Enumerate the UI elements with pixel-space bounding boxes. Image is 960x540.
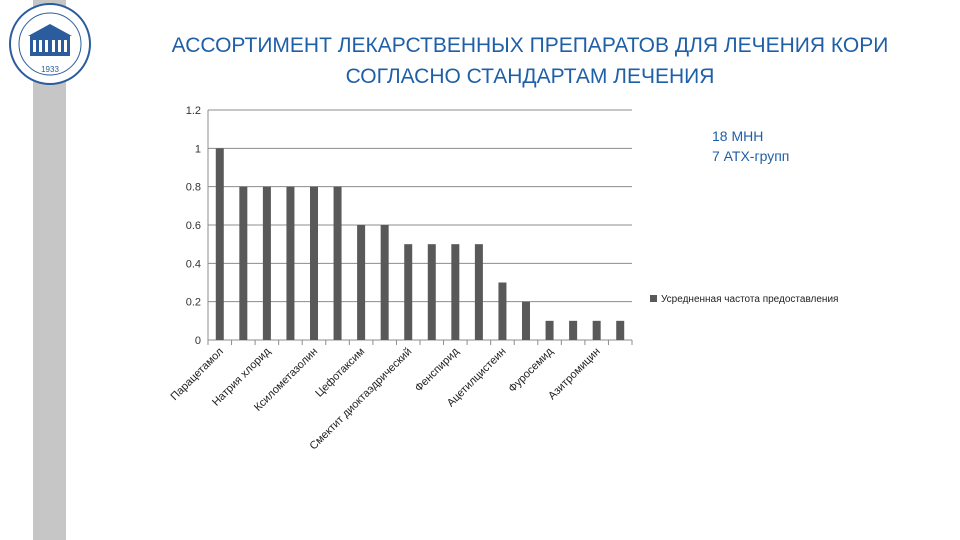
bar bbox=[286, 186, 295, 340]
note-inn-count: 18 МНН bbox=[712, 128, 764, 144]
y-tick-label: 0.2 bbox=[186, 297, 201, 309]
title-line-2: СОГЛАСНО СТАНДАРТАМ ЛЕЧЕНИЯ bbox=[345, 65, 715, 88]
note-atc-count: 7 АТХ-групп bbox=[712, 148, 790, 164]
bar bbox=[522, 301, 530, 340]
bar bbox=[357, 225, 366, 340]
logo-year: 1933 bbox=[41, 65, 59, 74]
bar bbox=[474, 244, 483, 340]
bar bbox=[498, 282, 507, 340]
legend-swatch bbox=[650, 295, 657, 302]
bar bbox=[380, 225, 389, 340]
bar bbox=[239, 186, 248, 340]
bar bbox=[333, 186, 342, 340]
bar bbox=[569, 320, 578, 340]
y-tick-label: 1.2 bbox=[186, 105, 201, 117]
bar bbox=[404, 244, 413, 340]
summary-note: 18 МНН 7 АТХ-групп bbox=[712, 126, 789, 166]
bar bbox=[592, 320, 601, 340]
bar bbox=[616, 320, 625, 340]
y-tick-label: 1 bbox=[195, 143, 201, 155]
y-tick-label: 0.8 bbox=[186, 182, 201, 194]
x-tick-label: Фенспирид bbox=[413, 345, 462, 394]
university-logo: 1933 bbox=[9, 3, 91, 85]
bar bbox=[215, 148, 224, 340]
slide-title: АССОРТИМЕНТ ЛЕКАРСТВЕННЫХ ПРЕПАРАТОВ ДЛЯ… bbox=[135, 30, 925, 92]
building-icon bbox=[28, 24, 72, 56]
bar bbox=[427, 244, 436, 340]
y-tick-label: 0.4 bbox=[186, 258, 201, 270]
y-tick-label: 0.6 bbox=[186, 220, 201, 232]
y-tick-label: 0 bbox=[195, 335, 201, 347]
title-line-1: АССОРТИМЕНТ ЛЕКАРСТВЕННЫХ ПРЕПАРАТОВ ДЛЯ… bbox=[171, 34, 889, 57]
sidebar-bar bbox=[33, 0, 66, 540]
x-tick-label: Смектит диоктаэдрический bbox=[308, 346, 415, 453]
bar bbox=[310, 186, 318, 340]
bar bbox=[451, 244, 460, 340]
x-tick-label: Фуросемид bbox=[506, 345, 556, 395]
bar bbox=[545, 320, 554, 340]
bar bbox=[262, 186, 271, 340]
legend-label: Усредненная частота предоставления bbox=[661, 294, 838, 305]
